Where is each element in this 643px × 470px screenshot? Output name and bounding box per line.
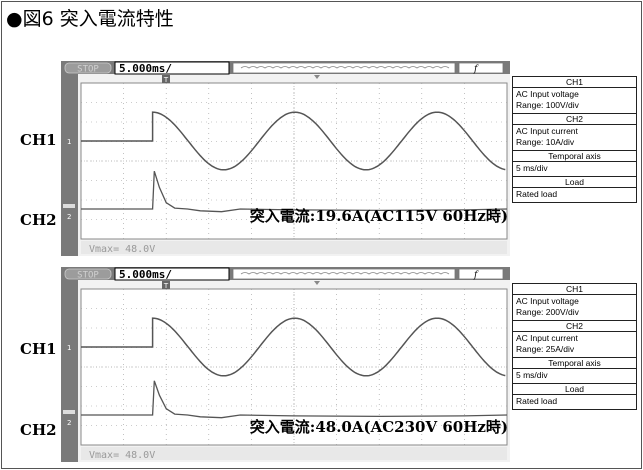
scope-svg: STOP 5.000ms/f T 1 2 突入電流:48.0A(AC230V 60Hz時)… xyxy=(61,267,510,462)
info-section-head: Load xyxy=(513,384,636,395)
ch1-label-top: CH1 xyxy=(20,131,57,149)
info-line: 5 ms/div xyxy=(516,163,548,173)
info-section-body: AC Input voltage Range: 200V/div xyxy=(513,295,636,321)
info-section-head: CH1 xyxy=(513,284,636,295)
inrush-annotation: 突入電流:19.6A(AC115V 60Hz時) xyxy=(250,207,508,225)
trigger-level-marker xyxy=(63,204,75,208)
info-section: Temporal axis 5 ms/div xyxy=(513,151,636,177)
trigger-marker-label: T xyxy=(163,282,169,290)
info-section-head: CH2 xyxy=(513,114,636,125)
info-section: Load Rated load xyxy=(513,177,636,202)
inrush-annotation: 突入電流:48.0A(AC230V 60Hz時) xyxy=(250,418,508,436)
info-section-body: AC Input current Range: 25A/div xyxy=(513,332,636,358)
scope-screen-115v: STOP 5.000ms/f T 1 2 突入電流:19.6A(AC115V 60Hz時)… xyxy=(61,61,510,256)
ch2-marker: 2 xyxy=(67,419,71,427)
trigger-level-marker xyxy=(63,410,75,414)
stop-pill xyxy=(64,62,112,74)
timebase-box xyxy=(114,267,230,281)
stop-pill xyxy=(64,268,112,280)
info-line: Rated load xyxy=(516,189,558,199)
memory-bar xyxy=(232,62,456,74)
vmax-readout: Vmax= 48.0V xyxy=(89,450,155,461)
ch2-label-top: CH2 xyxy=(20,211,57,229)
info-line: Range: 25A/div xyxy=(516,344,575,354)
trigger-setting-box xyxy=(458,268,504,280)
info-section: Load Rated load xyxy=(513,384,636,409)
ch1-trace xyxy=(81,317,506,377)
readout-bar xyxy=(81,447,507,460)
ch2-label-bottom: CH2 xyxy=(20,421,57,439)
info-line: AC Input current xyxy=(516,126,578,136)
info-line: Range: 100V/div xyxy=(516,100,579,110)
trigger-marker-box xyxy=(162,281,170,289)
timebase-label: 5.000ms/ xyxy=(119,62,172,75)
info-section: Temporal axis 5 ms/div xyxy=(513,358,636,384)
ch1-trace xyxy=(81,111,506,171)
trigger-setting-box xyxy=(458,62,504,74)
memory-wave xyxy=(240,272,450,275)
timebase-box xyxy=(114,61,230,75)
scope-side-bar xyxy=(61,267,78,462)
trigger-edge-icon: f xyxy=(473,271,479,281)
info-line: AC Input voltage xyxy=(516,89,579,99)
info-section-head: Temporal axis xyxy=(513,151,636,162)
info-section-body: 5 ms/div xyxy=(513,162,636,177)
memory-wave xyxy=(240,66,450,69)
info-section-body: Rated load xyxy=(513,188,636,202)
info-section-body: 5 ms/div xyxy=(513,369,636,384)
ch1-marker: 1 xyxy=(67,344,71,352)
info-line: AC Input voltage xyxy=(516,296,579,306)
vmax-readout: Vmax= 48.0V xyxy=(89,244,155,255)
ch2-trace xyxy=(81,380,508,419)
info-section-body: Rated load xyxy=(513,395,636,409)
readout-bar xyxy=(81,241,507,254)
trigger-marker-label: T xyxy=(163,76,169,84)
stop-label: STOP xyxy=(77,65,99,75)
info-section-head: CH1 xyxy=(513,77,636,88)
info-line: Rated load xyxy=(516,396,558,406)
info-section-body: AC Input voltage Range: 100V/div xyxy=(513,88,636,114)
trigger-edge-icon: f xyxy=(473,65,479,75)
info-section-head: Temporal axis xyxy=(513,358,636,369)
scope-svg: STOP 5.000ms/f T 1 2 突入電流:19.6A(AC115V 60Hz時)… xyxy=(61,61,510,256)
info-line: Range: 200V/div xyxy=(516,307,579,317)
timebase-label: 5.000ms/ xyxy=(119,268,172,281)
info-section-head: Load xyxy=(513,177,636,188)
info-line: Range: 10A/div xyxy=(516,137,575,147)
scope-side-bar xyxy=(61,61,78,256)
info-box-230v: CH1 AC Input voltage Range: 200V/div CH2 AC … xyxy=(512,283,637,410)
trigger-marker-box xyxy=(162,75,170,83)
info-box-115v: CH1 AC Input voltage Range: 100V/div CH2 AC … xyxy=(512,76,637,203)
ch1-label-bottom: CH1 xyxy=(20,340,57,358)
info-section: CH2 AC Input current Range: 25A/div xyxy=(513,321,636,358)
info-section: CH1 AC Input voltage Range: 100V/div xyxy=(513,77,636,114)
ch2-marker: 2 xyxy=(67,213,71,221)
info-section: CH2 AC Input current Range: 10A/div xyxy=(513,114,636,151)
timebase-center-arrow xyxy=(314,281,320,285)
timebase-center-arrow xyxy=(314,75,320,79)
scope-screen-230v: STOP 5.000ms/f T 1 2 突入電流:48.0A(AC230V 60Hz時)… xyxy=(61,267,510,462)
info-section-head: CH2 xyxy=(513,321,636,332)
info-section: CH1 AC Input voltage Range: 200V/div xyxy=(513,284,636,321)
ch2-trace xyxy=(81,171,508,213)
memory-bar xyxy=(232,268,456,280)
info-section-body: AC Input current Range: 10A/div xyxy=(513,125,636,151)
info-line: AC Input current xyxy=(516,333,578,343)
ch1-marker: 1 xyxy=(67,138,71,146)
page-title: ●図6 突入電流特性 xyxy=(6,8,174,30)
stop-label: STOP xyxy=(77,271,99,281)
info-line: 5 ms/div xyxy=(516,370,548,380)
